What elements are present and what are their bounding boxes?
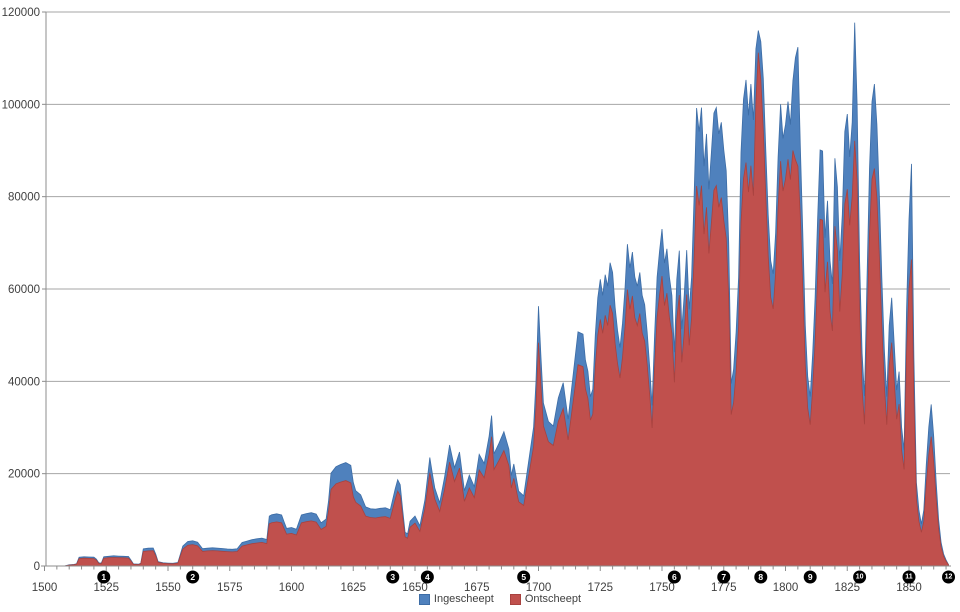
x-axis-label: 1700 <box>526 582 552 594</box>
y-axis-label: 0 <box>34 561 40 573</box>
event-marker-number: 10 <box>856 574 864 581</box>
x-axis-label: 1775 <box>711 582 737 594</box>
event-marker-number: 5 <box>521 572 526 582</box>
legend-label-ontscheept: Ontscheept <box>524 593 582 605</box>
legend-swatch-ingescheept <box>418 594 430 605</box>
event-marker-number: 4 <box>425 572 430 582</box>
x-axis-label: 1850 <box>896 582 922 594</box>
event-marker <box>803 570 817 584</box>
event-marker <box>186 570 200 584</box>
legend-item-ontscheept: Ontscheept <box>509 593 582 605</box>
legend: Ingescheept Ontscheept <box>20 594 960 605</box>
event-marker <box>667 570 681 584</box>
y-axis-label: 100000 <box>2 99 40 111</box>
event-marker <box>420 570 434 584</box>
x-axis-label: 1600 <box>279 582 305 594</box>
event-marker-number: 9 <box>808 572 813 582</box>
event-marker <box>754 570 768 584</box>
legend-swatch-ontscheept <box>509 594 521 605</box>
x-axis-label: 1550 <box>155 582 181 594</box>
x-axis-label: 1750 <box>649 582 675 594</box>
event-marker-number: 6 <box>672 572 677 582</box>
y-axis-label: 80000 <box>8 192 40 204</box>
x-axis-label: 1825 <box>834 582 860 594</box>
event-marker-number: 2 <box>190 572 195 582</box>
legend-label-ingescheept: Ingescheept <box>433 593 494 605</box>
x-axis-label: 1625 <box>340 582 366 594</box>
event-marker <box>517 570 531 584</box>
event-marker <box>386 570 400 584</box>
area-ontscheept <box>64 52 949 567</box>
event-marker-number: 7 <box>721 572 726 582</box>
x-axis-label: 1725 <box>587 582 613 594</box>
event-marker-number: 11 <box>905 574 913 581</box>
x-axis-label: 1525 <box>93 582 119 594</box>
x-axis-label: 1500 <box>32 582 58 594</box>
x-axis-label: 1575 <box>217 582 243 594</box>
event-marker-number: 8 <box>758 572 763 582</box>
event-marker-number: 3 <box>390 572 395 582</box>
event-marker <box>942 570 956 584</box>
event-marker <box>717 570 731 584</box>
event-marker-number: 12 <box>945 574 953 581</box>
event-marker <box>97 570 111 584</box>
y-axis-label: 120000 <box>2 7 40 19</box>
legend-item-ingescheept: Ingescheept <box>418 593 494 605</box>
y-axis-label: 60000 <box>8 284 40 296</box>
x-axis-label: 1650 <box>402 582 428 594</box>
x-axis-label: 1800 <box>773 582 799 594</box>
event-marker-number: 1 <box>101 572 106 582</box>
y-axis-label: 40000 <box>8 376 40 388</box>
x-axis-label: 1675 <box>464 582 490 594</box>
y-axis-label: 20000 <box>8 469 40 481</box>
event-marker <box>853 570 867 584</box>
event-marker <box>902 570 916 584</box>
